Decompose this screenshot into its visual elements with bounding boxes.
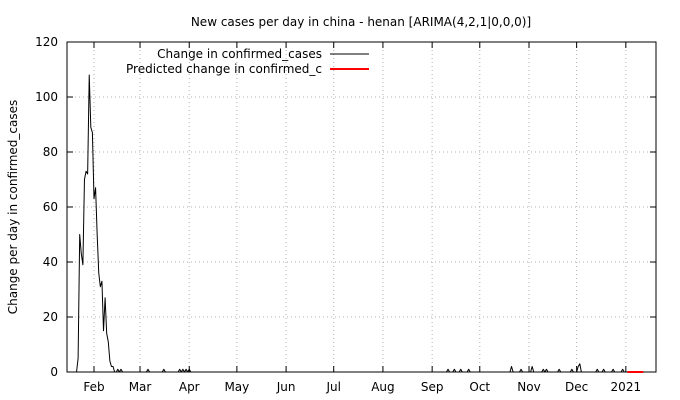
- x-tick-label: Oct: [469, 380, 490, 394]
- series-line-0: [76, 74, 626, 373]
- grid: [67, 42, 656, 372]
- legend-label-0: Change in confirmed_cases: [157, 47, 322, 61]
- x-tick-label: Jun: [276, 380, 296, 394]
- y-tick-label: 40: [43, 255, 58, 269]
- axis-ticks: 0 20 40 60 80 100 120 Feb Mar Apr May Jun Jul Aug Sep O…: [35, 35, 656, 394]
- y-tick-label: 0: [50, 365, 58, 379]
- y-tick-label: 120: [35, 35, 58, 49]
- y-tick-label: 20: [43, 310, 58, 324]
- x-tick-label: Feb: [83, 380, 104, 394]
- series-group: [76, 74, 644, 373]
- legend-label-1: Predicted change in confirmed_c: [126, 62, 322, 76]
- chart-title: New cases per day in china - henan [ARIM…: [191, 15, 531, 29]
- y-tick-label: 100: [35, 90, 58, 104]
- y-tick-label: 60: [43, 200, 58, 214]
- x-tick-label: Nov: [517, 380, 540, 394]
- x-tick-label: Dec: [565, 380, 588, 394]
- y-tick-label: 80: [43, 145, 58, 159]
- x-tick-label: Apr: [179, 380, 200, 394]
- x-tick-label: Jul: [325, 380, 340, 394]
- x-tick-label: Aug: [371, 380, 394, 394]
- x-tick-label: Sep: [421, 380, 444, 394]
- x-tick-label: 2021: [611, 380, 642, 394]
- legend: Change in confirmed_cases Predicted chan…: [126, 47, 369, 76]
- x-tick-label: May: [224, 380, 249, 394]
- x-tick-label: Mar: [129, 380, 152, 394]
- y-axis-label: Change per day in confirmed_cases: [6, 100, 20, 315]
